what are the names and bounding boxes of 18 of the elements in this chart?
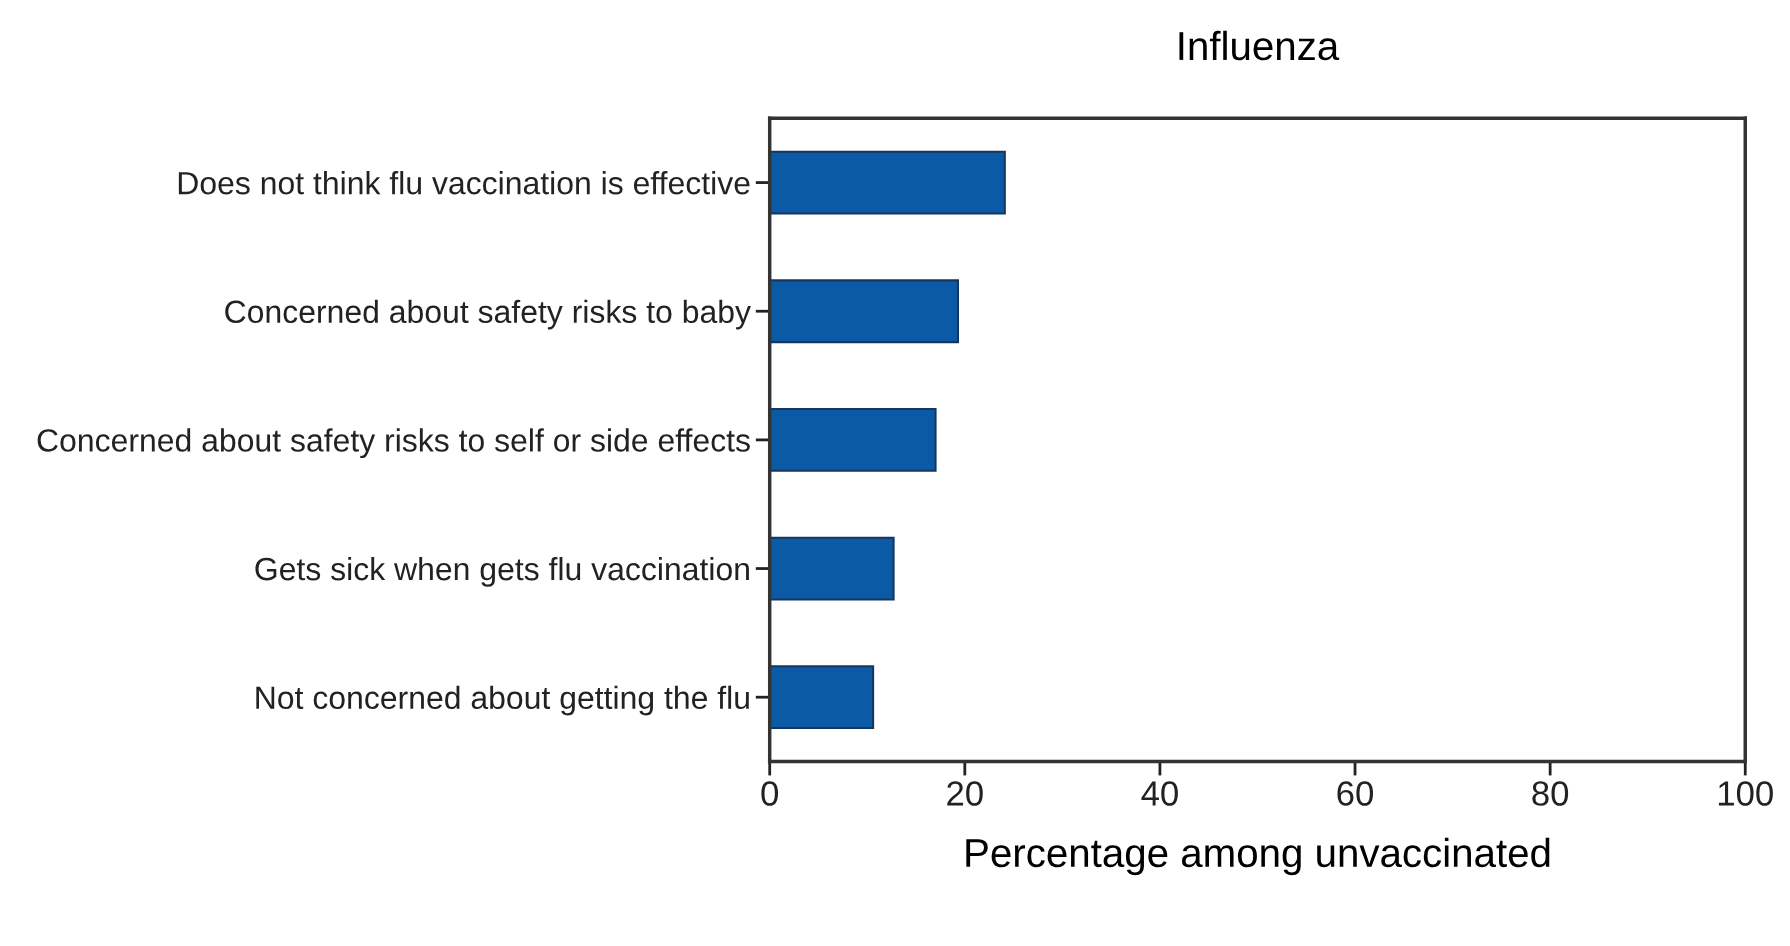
x-tick-label: 20 bbox=[947, 781, 983, 806]
x-tick-label: 80 bbox=[1532, 781, 1569, 806]
y-tick-label: Gets sick when gets flu vaccination bbox=[255, 556, 749, 587]
chart-title: Influenza bbox=[1179, 30, 1340, 61]
bar bbox=[769, 150, 1006, 215]
y-tick-label: Not concerned about getting the flu bbox=[256, 685, 749, 716]
bar bbox=[769, 407, 937, 472]
y-tick-label: Concerned about safety risks to baby bbox=[225, 299, 751, 330]
x-tick-label: 40 bbox=[1141, 781, 1178, 806]
y-tick-label: Does not think flu vaccination is effective bbox=[178, 171, 750, 195]
x-axis-title: Percentage among unvaccinated bbox=[966, 837, 1550, 876]
x-tick-label: 0 bbox=[761, 781, 778, 806]
x-tick-label: 100 bbox=[1718, 781, 1773, 806]
bar bbox=[769, 665, 875, 730]
y-tick-label: Concerned about safety risks to self or side effects bbox=[37, 428, 750, 459]
bar bbox=[769, 279, 960, 344]
bar bbox=[769, 536, 895, 601]
x-tick-label: 60 bbox=[1337, 781, 1373, 806]
